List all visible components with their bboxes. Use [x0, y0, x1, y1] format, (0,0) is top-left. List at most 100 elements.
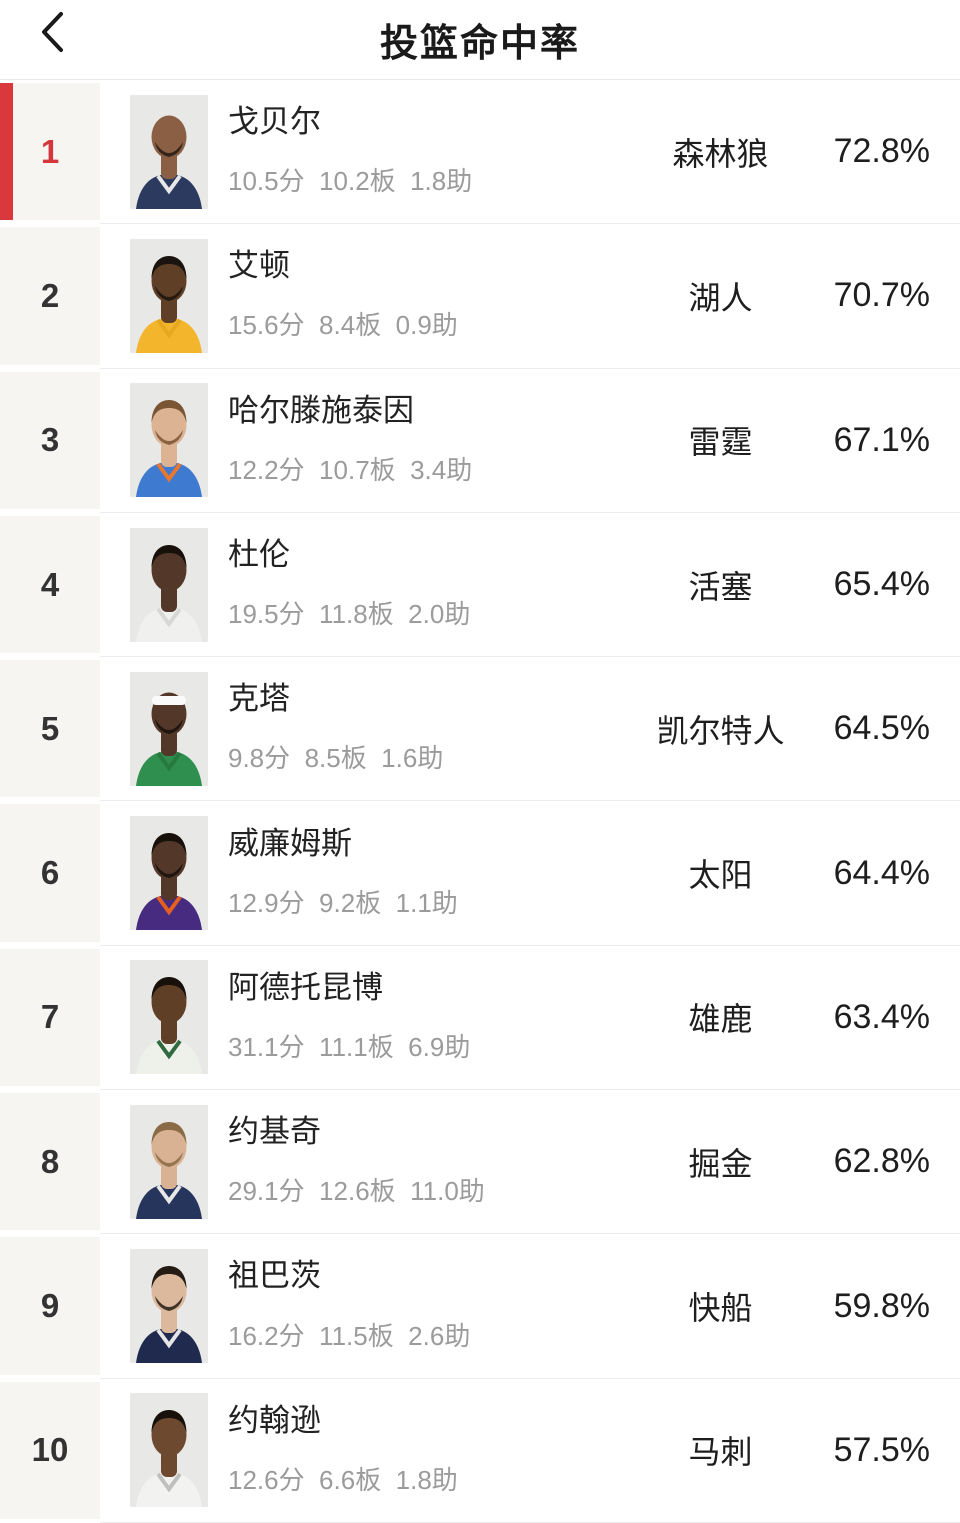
player-row[interactable]: 1 戈贝尔 10.5分 10.2板 1.8助 森林狼 [0, 80, 960, 225]
page-title: 投篮命中率 [379, 23, 580, 65]
player-avatar [130, 1249, 208, 1364]
team-name: 快船 [688, 1290, 753, 1327]
rank-number: 6 [40, 854, 60, 892]
fg-percentage: 72.8% [833, 132, 930, 171]
player-stats: 10.5分 10.2板 1.8助 [228, 166, 473, 197]
player-avatar [130, 1104, 208, 1219]
row-content: 克塔 9.8分 8.5板 1.6助 凯尔特人 64.5% [100, 657, 960, 802]
player-name: 祖巴茨 [228, 1258, 321, 1294]
player-row[interactable]: 10 约翰逊 12.6分 6.6板 1.8助 马刺 [0, 1378, 960, 1523]
chevron-left-icon [42, 12, 63, 52]
player-name: 威廉姆斯 [228, 825, 352, 861]
rank-number: 10 [31, 1431, 69, 1469]
player-row[interactable]: 4 杜伦 19.5分 11.8板 2.0助 活塞 6 [0, 512, 960, 658]
row-content: 约基奇 29.1分 12.6板 11.0助 掘金 62.8% [100, 1090, 960, 1235]
player-row[interactable]: 8 约基奇 29.1分 12.6板 11.0助 掘金 [0, 1090, 960, 1235]
player-row[interactable]: 6 威廉姆斯 12.9分 9.2板 1.1助 太阳 [0, 801, 960, 946]
player-avatar [130, 383, 208, 498]
player-stats: 12.2分 10.7板 3.4助 [228, 454, 473, 485]
rank-cell: 6 [0, 804, 100, 942]
row-content: 祖巴茨 16.2分 11.5板 2.6助 快船 59.8% [100, 1234, 960, 1379]
fg-percentage: 62.8% [833, 1142, 930, 1181]
row-content: 杜伦 19.5分 11.8板 2.0助 活塞 65.4% [100, 512, 960, 658]
back-button[interactable] [28, 8, 76, 56]
player-stats: 15.6分 8.4板 0.9助 [228, 310, 458, 341]
player-stats: 19.5分 11.8板 2.0助 [228, 599, 471, 630]
player-row[interactable]: 5 克塔 9.8分 8.5板 1.6助 凯尔特人 6 [0, 657, 960, 802]
rank-cell: 10 [0, 1381, 100, 1519]
player-photo-illustration [130, 960, 208, 1075]
player-list: 1 戈贝尔 10.5分 10.2板 1.8助 森林狼 [0, 80, 960, 1523]
rank-cell: 7 [0, 948, 100, 1087]
player-info: 艾顿 15.6分 8.4板 0.9助 [228, 249, 458, 342]
row-content: 戈贝尔 10.5分 10.2板 1.8助 森林狼 72.8% [100, 80, 960, 225]
rank-cell: 2 [0, 227, 100, 365]
player-avatar [130, 527, 208, 642]
row-content: 哈尔滕施泰因 12.2分 10.7板 3.4助 雷霆 67.1% [100, 368, 960, 513]
player-name: 戈贝尔 [228, 104, 321, 140]
player-info: 克塔 9.8分 8.5板 1.6助 [228, 682, 443, 775]
rank-number: 2 [40, 276, 60, 314]
rank-number: 5 [40, 709, 60, 747]
rank-number: 3 [40, 421, 60, 459]
player-stats: 12.9分 9.2板 1.1助 [228, 887, 458, 918]
player-name: 约基奇 [228, 1114, 321, 1150]
team-name: 活塞 [688, 568, 753, 605]
rank-number: 4 [40, 565, 60, 603]
player-photo-illustration [130, 94, 208, 209]
player-avatar [130, 816, 208, 931]
team-name: 雄鹿 [688, 1001, 753, 1038]
row-content: 威廉姆斯 12.9分 9.2板 1.1助 太阳 64.4% [100, 801, 960, 946]
player-info: 祖巴茨 16.2分 11.5板 2.6助 [228, 1259, 470, 1352]
player-info: 威廉姆斯 12.9分 9.2板 1.1助 [228, 825, 458, 920]
team-name: 掘金 [688, 1145, 753, 1182]
fg-percentage: 64.4% [833, 853, 930, 892]
player-avatar [130, 238, 208, 353]
fg-percentage: 65.4% [833, 565, 930, 604]
player-stats: 29.1分 12.6板 11.0助 [228, 1176, 485, 1207]
rank-cell: 3 [0, 371, 100, 509]
player-photo-illustration [130, 238, 208, 353]
rank-cell: 1 [0, 83, 100, 221]
team-name: 雷霆 [688, 424, 753, 461]
player-name: 艾顿 [228, 248, 290, 284]
player-info: 哈尔滕施泰因 12.2分 10.7板 3.4助 [228, 393, 473, 487]
rank-number: 8 [40, 1142, 60, 1180]
player-info: 约翰逊 12.6分 6.6板 1.8助 [228, 1402, 458, 1497]
player-stats: 12.6分 6.6板 1.8助 [228, 1464, 458, 1495]
player-photo-illustration [130, 1393, 208, 1508]
team-name: 森林狼 [672, 135, 769, 172]
player-name: 阿德托昆博 [228, 969, 383, 1005]
player-name: 约翰逊 [228, 1402, 321, 1438]
team-name: 湖人 [688, 279, 753, 316]
fg-percentage: 57.5% [833, 1430, 930, 1469]
rank-cell: 4 [0, 515, 100, 654]
player-photo-illustration [130, 816, 208, 931]
fg-percentage: 59.8% [833, 1286, 930, 1325]
player-info: 戈贝尔 10.5分 10.2板 1.8助 [228, 104, 473, 198]
fg-percentage: 63.4% [833, 997, 930, 1036]
player-photo-illustration [130, 671, 208, 786]
player-name: 克塔 [228, 681, 290, 717]
player-row[interactable]: 3 哈尔滕施泰因 12.2分 10.7板 3.4助 雷霆 [0, 368, 960, 513]
player-row[interactable]: 7 阿德托昆博 31.1分 11.1板 6.9助 雄鹿 [0, 945, 960, 1091]
top-rank-indicator [0, 83, 13, 221]
player-row[interactable]: 2 艾顿 15.6分 8.4板 0.9助 湖人 70 [0, 224, 960, 369]
player-row[interactable]: 9 祖巴茨 16.2分 11.5板 2.6助 快船 [0, 1234, 960, 1379]
player-avatar [130, 1393, 208, 1508]
player-info: 杜伦 19.5分 11.8板 2.0助 [228, 537, 471, 631]
player-info: 阿德托昆博 31.1分 11.1板 6.9助 [228, 969, 471, 1064]
fg-percentage: 67.1% [833, 420, 930, 459]
header: 投篮命中率 [0, 0, 960, 80]
row-content: 约翰逊 12.6分 6.6板 1.8助 马刺 57.5% [100, 1378, 960, 1523]
team-name: 太阳 [688, 857, 753, 894]
player-avatar [130, 671, 208, 786]
player-stats: 31.1分 11.1板 6.9助 [228, 1031, 471, 1062]
row-content: 艾顿 15.6分 8.4板 0.9助 湖人 70.7% [100, 224, 960, 369]
rank-cell: 5 [0, 660, 100, 798]
team-name: 马刺 [688, 1434, 753, 1471]
player-photo-illustration [130, 1104, 208, 1219]
player-avatar [130, 960, 208, 1075]
fg-percentage: 64.5% [833, 709, 930, 748]
